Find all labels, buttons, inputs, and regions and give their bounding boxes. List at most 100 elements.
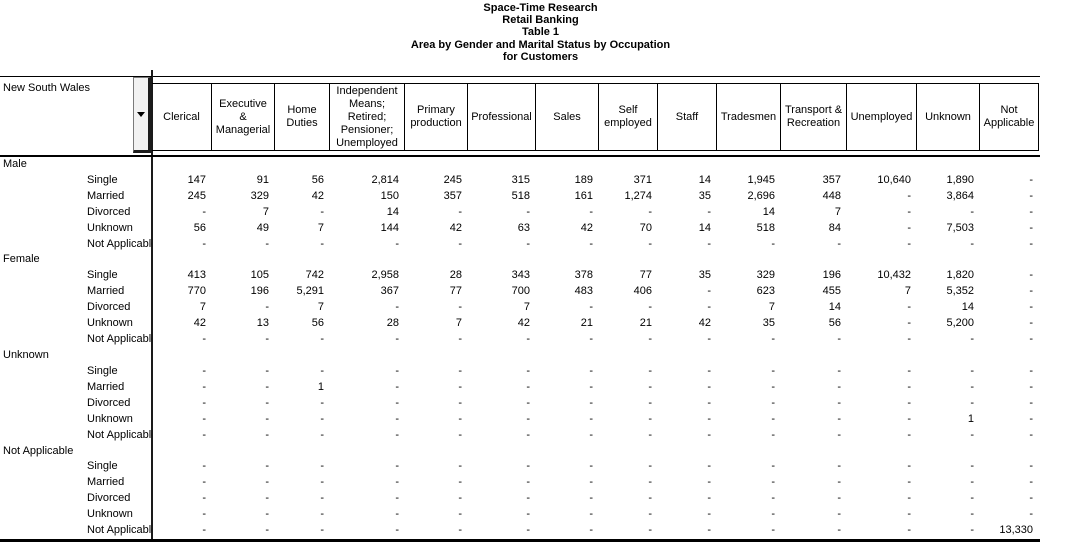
title-line-2: Retail Banking <box>502 14 579 27</box>
data-cell: - <box>907 237 911 250</box>
data-cell: 21 <box>639 317 652 330</box>
table-bottom-rule <box>0 539 1040 542</box>
data-cell: - <box>648 524 652 537</box>
data-cell: 343 <box>511 269 530 282</box>
data-cell: 196 <box>822 269 841 282</box>
data-cell: 7 <box>834 205 841 218</box>
data-cell: - <box>458 364 462 377</box>
data-cell: 1,820 <box>946 269 974 282</box>
data-cell: - <box>395 524 399 537</box>
data-cell: 5,200 <box>946 317 974 330</box>
row-label: Married <box>87 189 125 202</box>
data-cell: - <box>395 237 399 250</box>
data-cell: - <box>837 237 841 250</box>
column-header: Unemployed <box>847 84 917 150</box>
data-cell: - <box>395 412 399 425</box>
data-cell: 367 <box>380 285 399 298</box>
data-cell: - <box>458 428 462 441</box>
data-row: Not Applicable - - - - - - - - - - - - - - <box>0 331 1040 347</box>
data-cell: - <box>707 301 711 314</box>
data-cell: - <box>589 460 593 473</box>
data-cell: - <box>320 508 324 521</box>
data-cell: - <box>589 428 593 441</box>
data-cell: - <box>837 524 841 537</box>
data-cell: 7,503 <box>946 221 974 234</box>
row-label: Single <box>87 173 118 186</box>
column-header: Primary production <box>405 84 468 150</box>
column-header: Clerical <box>152 84 212 150</box>
data-cell: - <box>837 396 841 409</box>
group-label-row: Female <box>0 252 1040 268</box>
data-cell: 448 <box>822 189 841 202</box>
data-cell: 14 <box>762 205 775 218</box>
data-cell: - <box>202 396 206 409</box>
data-cell: 14 <box>386 205 399 218</box>
data-cell: 5,291 <box>296 285 324 298</box>
data-cell: - <box>320 412 324 425</box>
data-cell: 56 <box>193 221 206 234</box>
data-cell: - <box>907 524 911 537</box>
data-cell: 56 <box>311 317 324 330</box>
data-row: Married - - 1 - - - - - - - - - - - <box>0 379 1040 395</box>
data-cell: 483 <box>574 285 593 298</box>
title-line-3: Table 1 <box>521 26 560 39</box>
data-cell: - <box>395 380 399 393</box>
data-cell: - <box>907 333 911 346</box>
data-row: Divorced - - - - - - - - - - - - - - <box>0 490 1040 506</box>
data-cell: - <box>589 301 593 314</box>
data-row: Single 147 91 56 2,814 245 315 189 371 14 1,945 357… <box>0 172 1040 188</box>
data-cell: 315 <box>511 173 530 186</box>
data-cell: - <box>265 301 269 314</box>
row-label: Divorced <box>87 492 131 505</box>
data-row: Married 245 329 42 150 357 518 161 1,274 35 2,696 4… <box>0 188 1040 204</box>
data-cell: - <box>265 412 269 425</box>
data-cell: 7 <box>317 301 324 314</box>
data-cell: - <box>1029 476 1033 489</box>
data-cell: - <box>526 492 530 505</box>
data-cell: - <box>970 333 974 346</box>
data-cell: - <box>970 380 974 393</box>
data-cell: - <box>970 508 974 521</box>
data-cell: - <box>265 364 269 377</box>
data-cell: - <box>707 508 711 521</box>
data-cell: - <box>1029 508 1033 521</box>
data-cell: - <box>1029 269 1033 282</box>
region-dropdown-button[interactable] <box>133 77 151 153</box>
data-cell: - <box>589 333 593 346</box>
data-cell: 105 <box>250 269 269 282</box>
data-cell: 2,696 <box>747 189 775 202</box>
data-row: Divorced 7 - 7 - - 7 - - - 7 14 - 14 - <box>0 299 1040 315</box>
data-cell: 42 <box>311 189 324 202</box>
data-cell: - <box>707 492 711 505</box>
data-cell: 518 <box>511 189 530 202</box>
data-cell: - <box>837 364 841 377</box>
data-row: Not Applicable - - - - - - - - - - - - - - <box>0 236 1040 252</box>
data-cell: 1 <box>967 412 974 425</box>
data-cell: - <box>1029 317 1033 330</box>
data-cell: - <box>526 396 530 409</box>
data-cell: 1,890 <box>946 173 974 186</box>
data-cell: 28 <box>449 269 462 282</box>
data-cell: 357 <box>443 189 462 202</box>
data-cell: - <box>707 460 711 473</box>
data-cell: - <box>907 301 911 314</box>
data-cell: - <box>907 364 911 377</box>
data-cell: - <box>526 476 530 489</box>
data-cell: - <box>202 524 206 537</box>
data-cell: 700 <box>511 285 530 298</box>
data-cell: 742 <box>305 269 324 282</box>
data-row: Unknown - - - - - - - - - - - - - - <box>0 506 1040 522</box>
data-cell: - <box>265 237 269 250</box>
data-cell: - <box>265 524 269 537</box>
data-cell: - <box>771 237 775 250</box>
data-cell: - <box>1029 396 1033 409</box>
column-header: Unknown <box>917 84 980 150</box>
row-label: Unknown <box>87 412 133 425</box>
data-cell: 518 <box>756 221 775 234</box>
data-cell: - <box>771 428 775 441</box>
row-label: Unknown <box>87 508 133 521</box>
data-cell: - <box>395 364 399 377</box>
data-cell: 77 <box>639 269 652 282</box>
row-label: Not Applicable <box>87 428 152 441</box>
